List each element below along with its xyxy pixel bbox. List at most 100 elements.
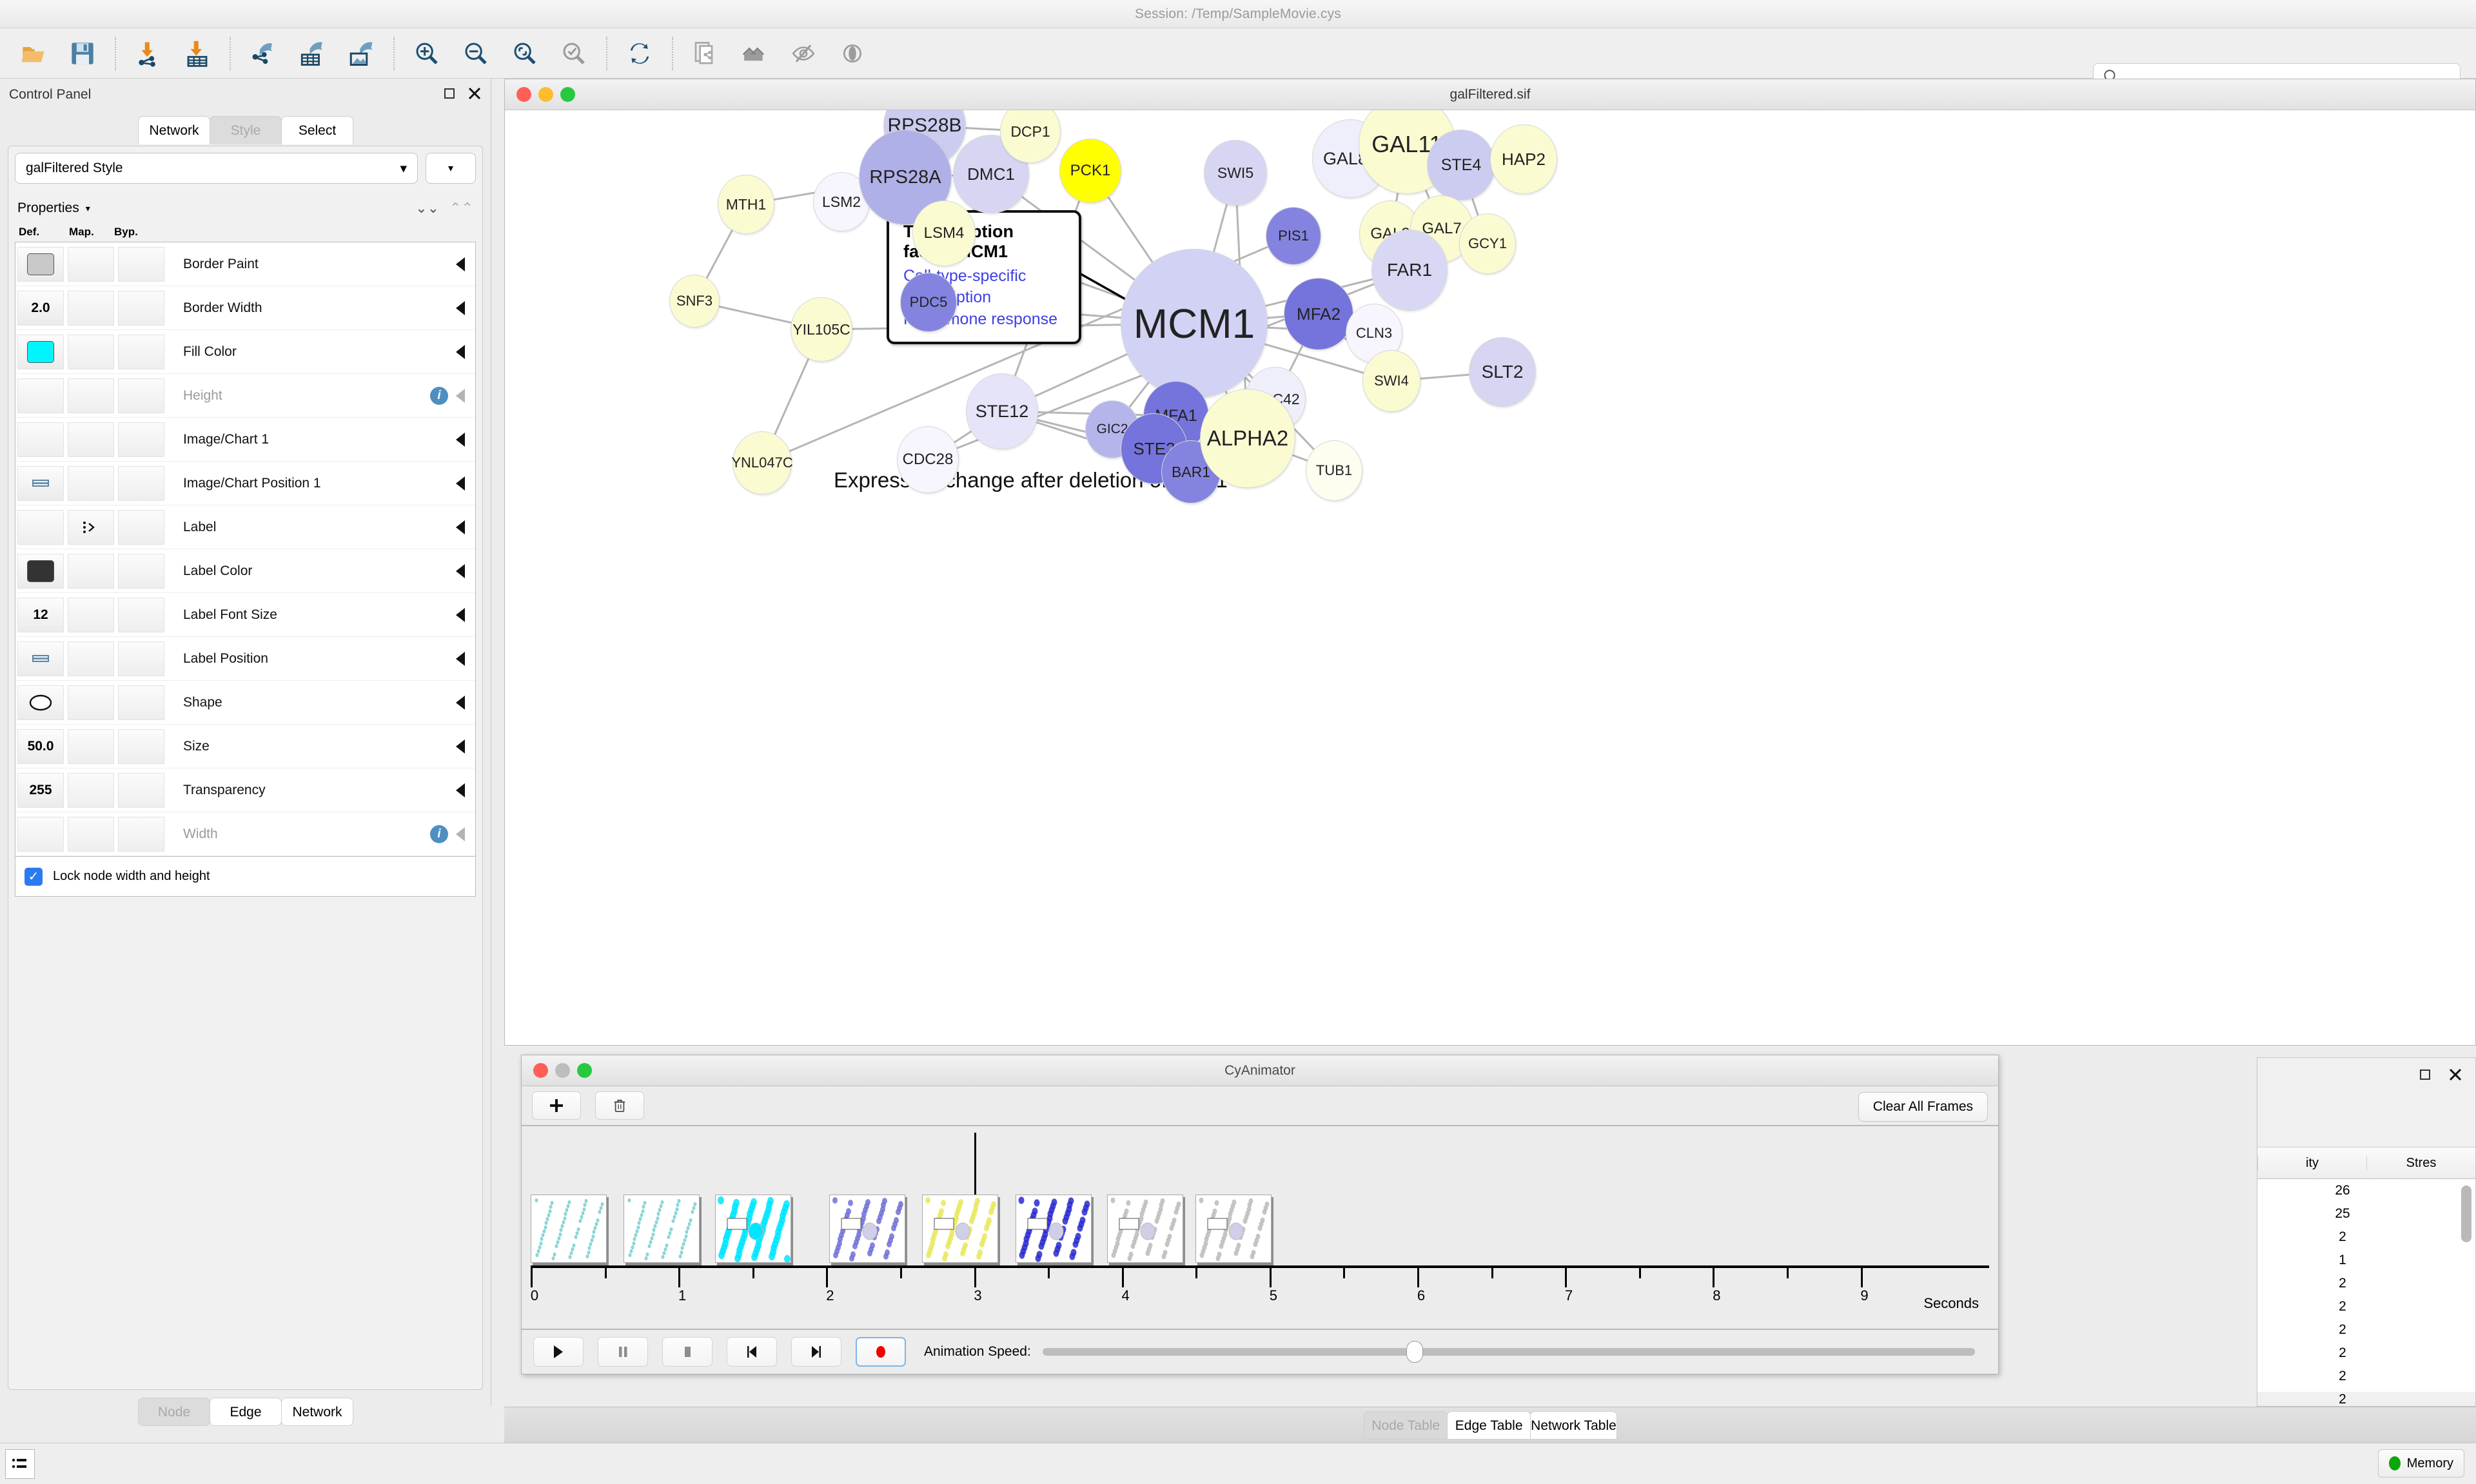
table-cell[interactable]: 2 bbox=[2339, 1299, 2346, 1314]
style-options-menu-button[interactable]: ▾ bbox=[426, 153, 476, 184]
zoom-fit-network-icon[interactable] bbox=[549, 31, 598, 76]
property-row[interactable]: Label Color bbox=[15, 549, 475, 593]
tab-network[interactable]: Network bbox=[138, 116, 210, 144]
network-node[interactable]: STE4 bbox=[1427, 130, 1495, 200]
property-row[interactable]: 50.0 Size bbox=[15, 725, 475, 768]
property-def-cell[interactable] bbox=[17, 641, 64, 676]
tab-network-table[interactable]: Network Table bbox=[1530, 1411, 1617, 1440]
property-byp-cell[interactable] bbox=[118, 816, 164, 852]
expand-arrow-icon[interactable] bbox=[456, 695, 465, 710]
layout-houses-icon[interactable] bbox=[730, 31, 779, 76]
property-map-cell[interactable] bbox=[68, 246, 114, 282]
property-def-cell[interactable] bbox=[17, 465, 64, 501]
pause-button[interactable] bbox=[598, 1337, 648, 1367]
stop-button[interactable] bbox=[662, 1337, 712, 1367]
chevrons-up-icon[interactable]: ⌃⌃ bbox=[449, 200, 473, 216]
network-node[interactable]: FAR1 bbox=[1371, 229, 1448, 311]
skip-to-end-button[interactable] bbox=[791, 1337, 841, 1367]
open-session-icon[interactable] bbox=[9, 31, 58, 76]
property-row[interactable]: Image/Chart Position 1 bbox=[15, 462, 475, 505]
table-cell[interactable]: 2 bbox=[2339, 1322, 2346, 1337]
property-map-cell[interactable] bbox=[68, 685, 114, 720]
animation-frame[interactable] bbox=[829, 1195, 905, 1263]
close-icon[interactable] bbox=[467, 86, 482, 104]
import-table-icon[interactable] bbox=[173, 31, 222, 76]
network-node[interactable]: SWI4 bbox=[1362, 350, 1420, 412]
list-icon[interactable] bbox=[5, 1449, 35, 1479]
animation-frame[interactable] bbox=[715, 1195, 792, 1263]
property-map-cell[interactable] bbox=[68, 728, 114, 764]
export-network-icon[interactable] bbox=[239, 31, 288, 76]
show-all-eye-icon[interactable] bbox=[828, 31, 877, 76]
network-node[interactable]: TUB1 bbox=[1306, 440, 1362, 501]
maximize-icon[interactable] bbox=[2419, 1068, 2432, 1084]
add-frame-button[interactable] bbox=[532, 1091, 581, 1120]
property-row[interactable]: 12 Label Font Size bbox=[15, 593, 475, 637]
network-node[interactable]: MTH1 bbox=[718, 175, 774, 234]
property-map-cell[interactable] bbox=[68, 641, 114, 676]
expand-arrow-icon[interactable] bbox=[456, 432, 465, 447]
expand-arrow-icon[interactable] bbox=[456, 257, 465, 271]
tab-edge-table[interactable]: Edge Table bbox=[1447, 1411, 1531, 1440]
property-def-cell[interactable]: 2.0 bbox=[17, 290, 64, 326]
network-node[interactable]: MFA2 bbox=[1284, 278, 1353, 350]
property-def-cell[interactable] bbox=[17, 378, 64, 413]
network-node[interactable]: PCK1 bbox=[1059, 139, 1121, 203]
table-cell[interactable]: 2 bbox=[2339, 1229, 2346, 1244]
property-map-cell[interactable] bbox=[68, 772, 114, 808]
table-cell[interactable]: 2 bbox=[2339, 1276, 2346, 1291]
animation-frame[interactable] bbox=[531, 1195, 607, 1263]
property-byp-cell[interactable] bbox=[118, 772, 164, 808]
property-map-cell[interactable] bbox=[68, 816, 114, 852]
expand-arrow-icon[interactable] bbox=[456, 826, 465, 841]
zoom-fit-selected-icon[interactable] bbox=[500, 31, 549, 76]
property-byp-cell[interactable] bbox=[118, 553, 164, 589]
property-row[interactable]: Label bbox=[15, 505, 475, 549]
info-icon[interactable]: i bbox=[430, 825, 448, 843]
table-cell[interactable]: 2 bbox=[2339, 1345, 2346, 1360]
table-cell[interactable]: 2 bbox=[2339, 1369, 2346, 1383]
property-byp-cell[interactable] bbox=[118, 641, 164, 676]
table-cell[interactable]: 25 bbox=[2335, 1206, 2350, 1221]
close-icon[interactable] bbox=[2448, 1068, 2462, 1085]
skip-to-start-button[interactable] bbox=[727, 1337, 777, 1367]
lock-width-height-row[interactable]: ✓ Lock node width and height bbox=[15, 857, 476, 897]
property-map-cell[interactable] bbox=[68, 553, 114, 589]
property-byp-cell[interactable] bbox=[118, 246, 164, 282]
property-byp-cell[interactable] bbox=[118, 378, 164, 413]
animation-speed-slider[interactable] bbox=[1042, 1341, 1975, 1363]
tab-edge[interactable]: Edge bbox=[210, 1398, 282, 1426]
expand-arrow-icon[interactable] bbox=[456, 344, 465, 359]
hide-selected-eye-slash-icon[interactable] bbox=[779, 31, 828, 76]
table-vertical-scrollbar[interactable] bbox=[2461, 1186, 2471, 1242]
property-map-cell[interactable] bbox=[68, 465, 114, 501]
animation-frame[interactable] bbox=[922, 1195, 999, 1263]
tab-node-table[interactable]: Node Table bbox=[1364, 1411, 1448, 1440]
property-byp-cell[interactable] bbox=[118, 334, 164, 369]
cyanimator-timeline[interactable]: 0 1 2 3 4 5 6 7 8 9 Seconds bbox=[522, 1126, 1998, 1311]
delete-frame-button[interactable] bbox=[595, 1091, 644, 1120]
network-node[interactable]: LSM4 bbox=[912, 200, 976, 266]
property-row[interactable]: 2.0 Border Width bbox=[15, 286, 475, 330]
maximize-traffic-light[interactable] bbox=[560, 87, 575, 102]
color-swatch[interactable] bbox=[27, 340, 54, 363]
expand-arrow-icon[interactable] bbox=[456, 739, 465, 754]
new-network-icon[interactable] bbox=[681, 31, 730, 76]
color-swatch[interactable] bbox=[27, 560, 54, 582]
property-row[interactable]: Label Position bbox=[15, 637, 475, 681]
property-row[interactable]: 255 Transparency bbox=[15, 768, 475, 812]
animation-frame[interactable] bbox=[624, 1195, 700, 1263]
color-swatch[interactable] bbox=[27, 253, 54, 275]
network-node[interactable]: PIS1 bbox=[1266, 207, 1321, 265]
property-byp-cell[interactable] bbox=[118, 685, 164, 720]
export-image-icon[interactable] bbox=[337, 31, 386, 76]
property-def-cell[interactable] bbox=[17, 246, 64, 282]
property-def-cell[interactable]: 12 bbox=[17, 597, 64, 632]
property-byp-cell[interactable] bbox=[118, 422, 164, 457]
column-header-stress[interactable]: Stres bbox=[2366, 1155, 2475, 1171]
refresh-layout-icon[interactable] bbox=[615, 31, 664, 76]
property-map-cell[interactable] bbox=[68, 378, 114, 413]
export-table-icon[interactable] bbox=[288, 31, 337, 76]
property-def-cell[interactable] bbox=[17, 553, 64, 589]
clear-all-frames-button[interactable]: Clear All Frames bbox=[1858, 1092, 1988, 1122]
